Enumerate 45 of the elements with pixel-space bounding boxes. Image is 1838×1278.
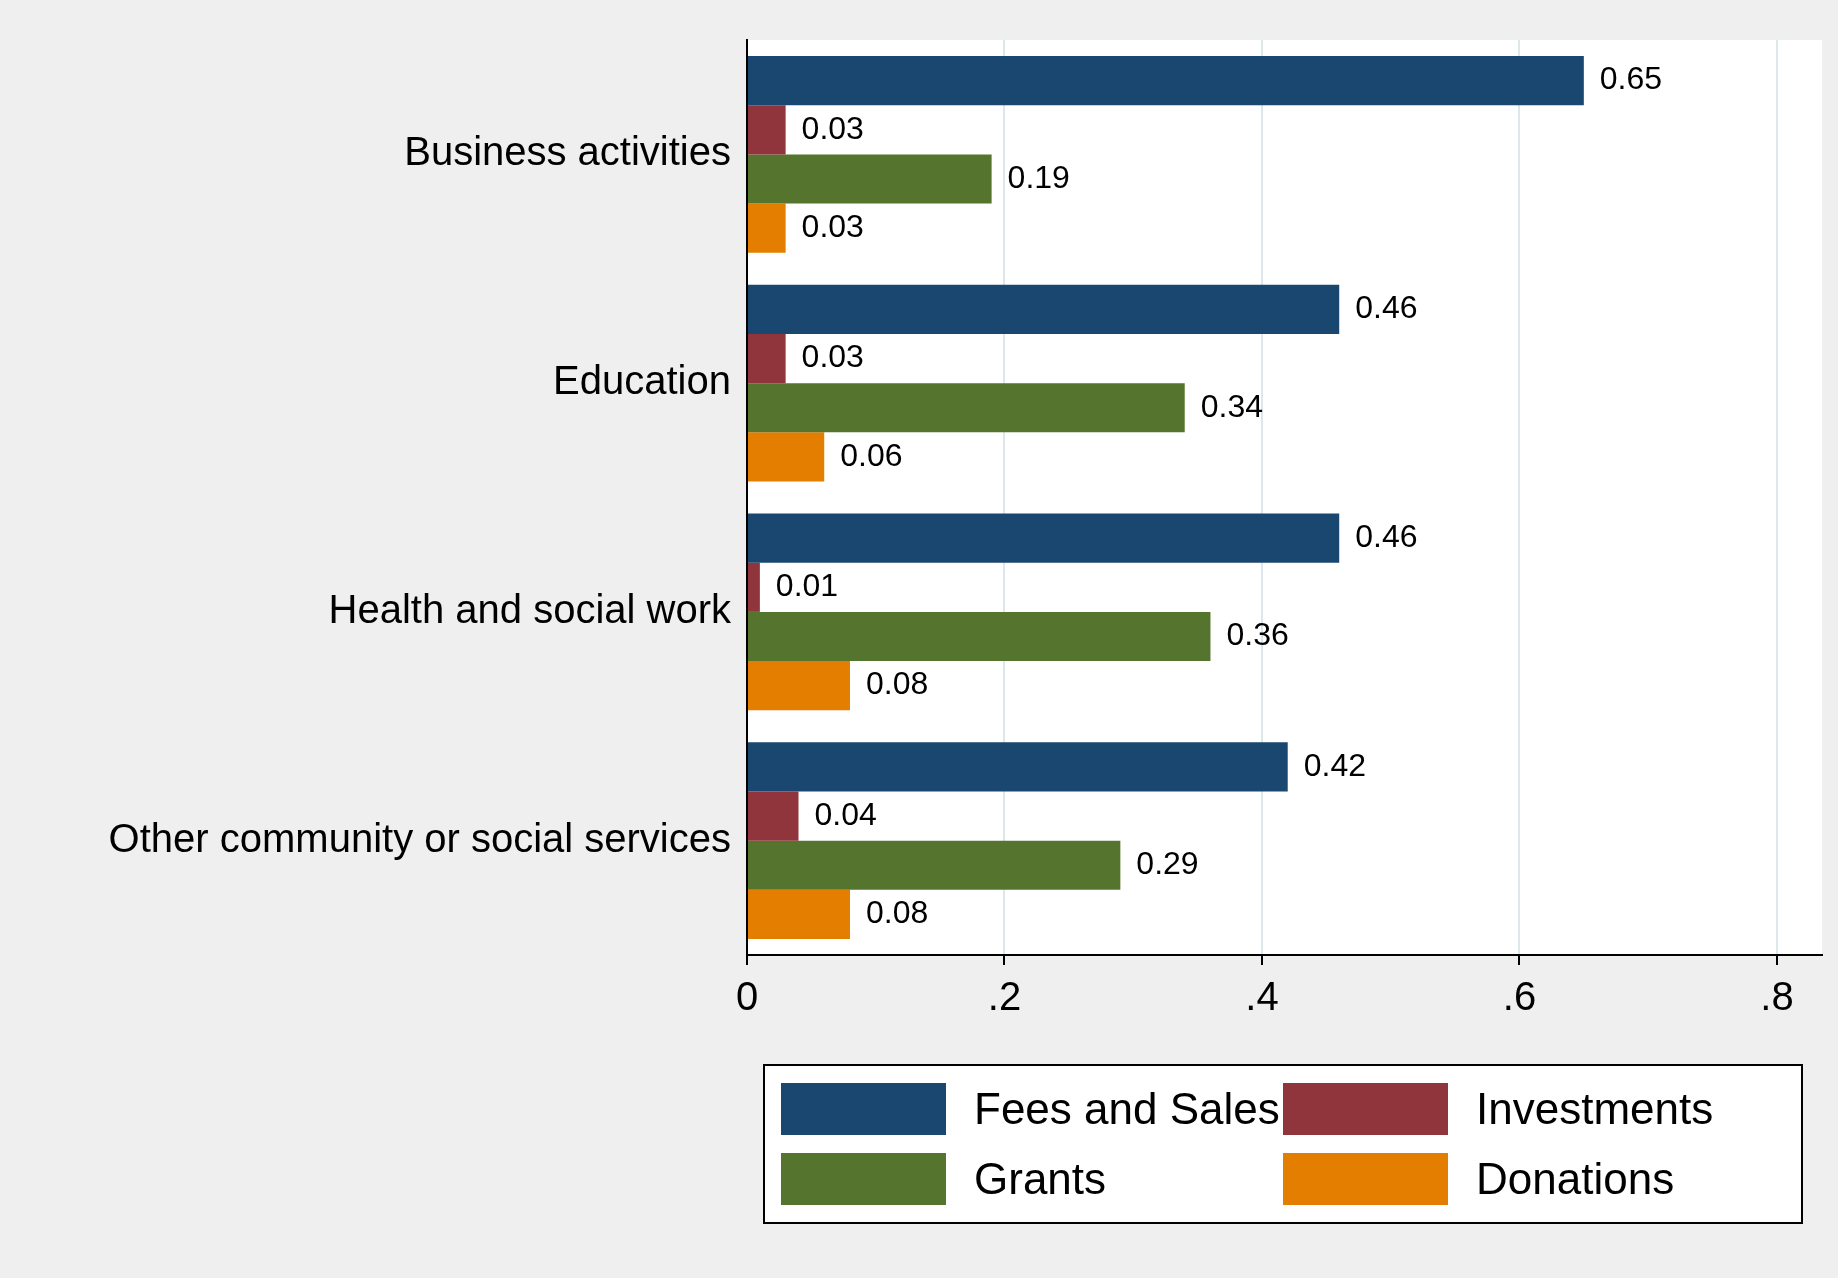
data-label: 0.03 [801,207,864,244]
x-tick-label: 0 [735,974,759,1019]
x-tick-label: .2 [987,974,1022,1019]
data-label: 0.65 [1599,60,1663,97]
x-tick-label: .8 [1760,974,1794,1019]
bar [748,840,1121,890]
data-label: 0.04 [814,795,877,832]
data-label: 0.08 [865,665,929,702]
data-label: 0.36 [1226,616,1289,653]
data-label: 0.42 [1303,746,1366,783]
y-tick-label: Business activities [404,129,731,174]
bar [748,284,1340,334]
bar [748,562,760,612]
x-tick-label: .4 [1245,974,1279,1019]
data-label: 0.03 [801,338,864,375]
bar [748,432,825,482]
data-label: 0.34 [1200,387,1264,424]
bar [748,611,1211,662]
bar [748,105,786,155]
bar [748,513,1340,563]
bar [748,889,850,939]
data-label: 0.29 [1136,845,1199,882]
bar [748,56,1584,106]
y-tick-label: Education [553,358,731,403]
bar [748,791,799,841]
bar [748,203,786,253]
bar [748,333,786,384]
data-label: 0.01 [775,567,839,604]
legend-label: Investments [1476,1084,1714,1134]
data-label: 0.03 [801,109,864,146]
legend-label: Donations [1476,1154,1675,1204]
bar [748,661,850,711]
bar [748,154,992,204]
y-tick-label: Health and social work [328,586,732,631]
legend-label: Fees and Sales [974,1084,1280,1134]
x-tick-label: .6 [1502,974,1537,1019]
bar [748,383,1185,433]
legend-label: Grants [974,1154,1107,1204]
bar [748,742,1288,792]
data-label: 0.46 [1355,289,1418,326]
data-label: 0.08 [865,894,929,931]
y-tick-label: Other community or social services [108,815,731,860]
data-label: 0.06 [840,436,903,473]
data-label: 0.46 [1355,517,1418,554]
data-label: 0.19 [1007,158,1070,195]
